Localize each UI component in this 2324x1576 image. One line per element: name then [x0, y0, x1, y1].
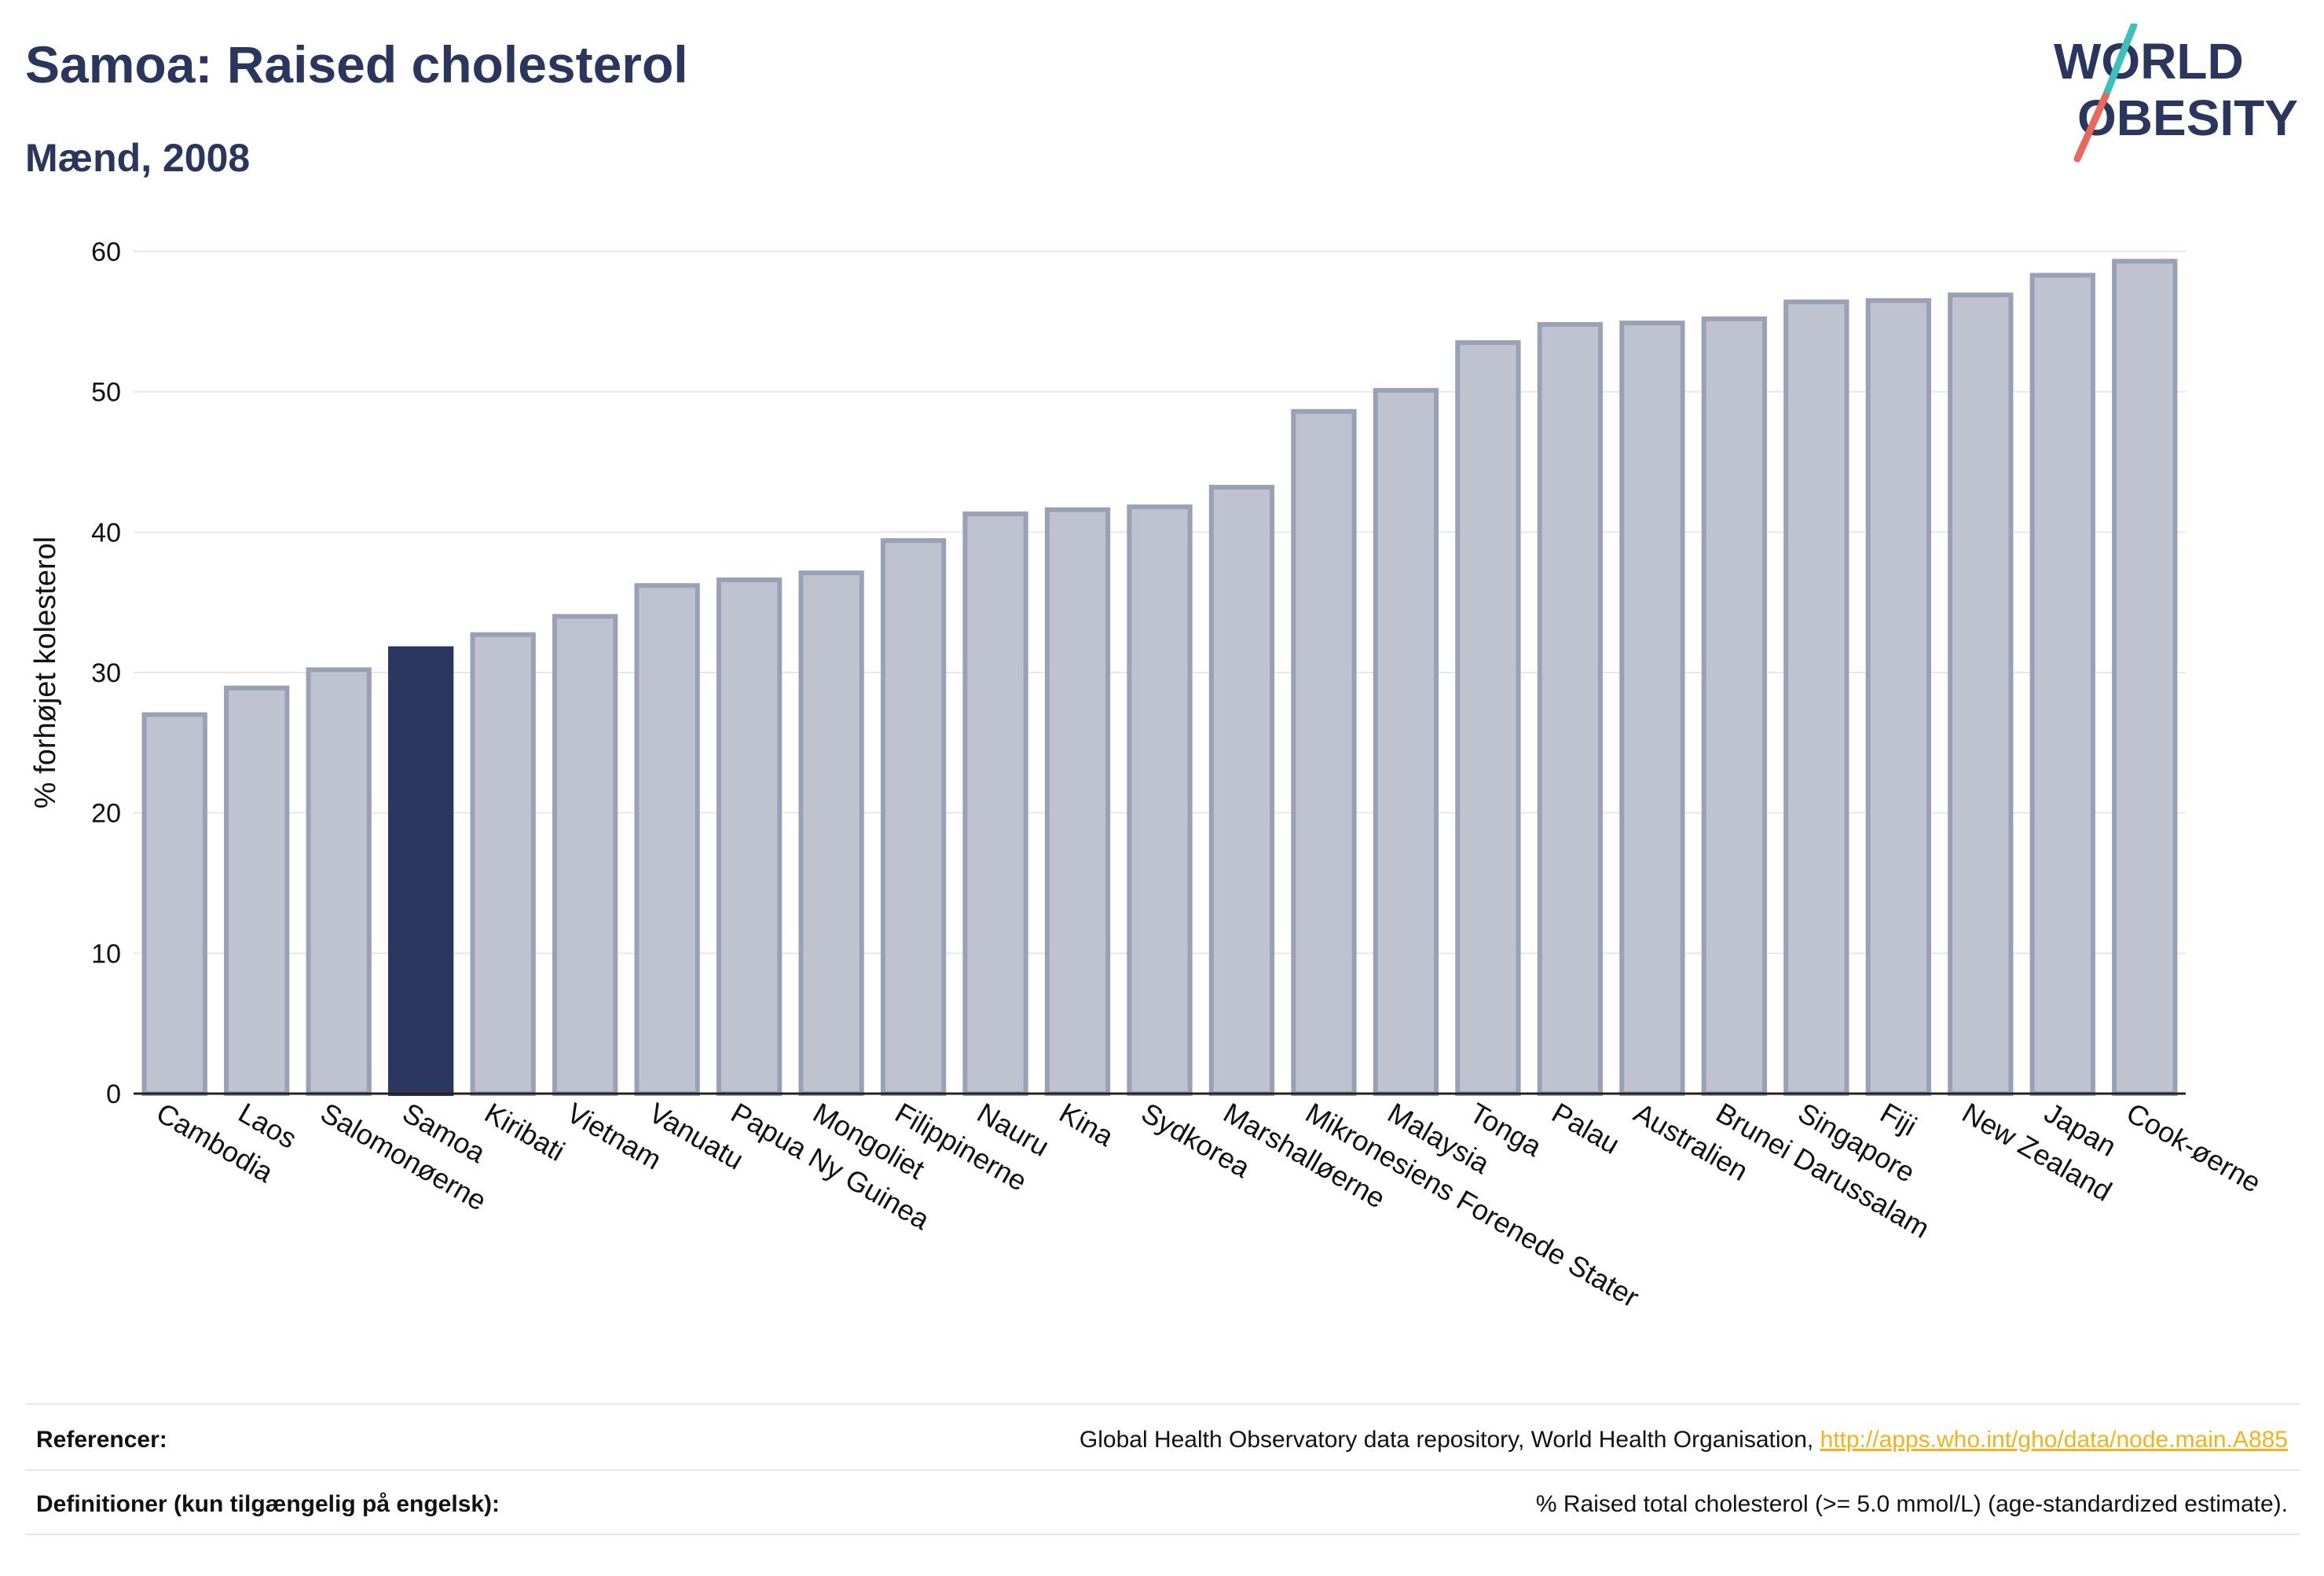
y-tick-label: 10	[91, 939, 121, 969]
bar	[716, 577, 783, 1096]
bar	[1291, 409, 1357, 1096]
world-obesity-logo: WORLD OBESITY	[2054, 24, 2298, 163]
bar	[1948, 292, 2014, 1096]
footer-divider-middle	[25, 1469, 2300, 1471]
references-link[interactable]: http://apps.who.int/gho/data/node.main.A…	[1820, 1427, 2288, 1453]
bar	[470, 632, 536, 1096]
y-tick-label: 40	[91, 518, 121, 548]
bar	[306, 667, 372, 1096]
bar	[1373, 387, 1439, 1096]
bar	[962, 511, 1028, 1096]
y-tick-label: 30	[91, 658, 121, 688]
bar	[1619, 321, 1685, 1096]
bar	[1701, 316, 1768, 1096]
x-tick-label: Kiribati	[479, 1096, 570, 1167]
bar	[1865, 298, 1931, 1096]
y-tick-label: 50	[91, 378, 121, 408]
bar	[634, 583, 700, 1096]
y-axis-title: % forhøjet kolesterol	[29, 537, 62, 808]
references-value: Global Health Observatory data repositor…	[1080, 1427, 2288, 1453]
bar	[552, 614, 618, 1096]
bar	[1127, 504, 1193, 1096]
y-tick-label: 60	[91, 237, 121, 267]
page-title: Samoa: Raised cholesterol	[25, 35, 688, 93]
footer-divider-bottom	[25, 1534, 2300, 1535]
x-tick-label: Vietnam	[562, 1096, 667, 1175]
bar	[141, 712, 207, 1096]
bar	[880, 538, 947, 1096]
bar-highlight	[388, 646, 454, 1096]
bar	[1783, 299, 1849, 1096]
references-label: Referencer:	[36, 1427, 167, 1453]
bar	[1044, 507, 1111, 1096]
x-tick-label: Cook-øerne	[2121, 1096, 2267, 1199]
definitions-value: % Raised total cholesterol (>= 5.0 mmol/…	[1535, 1491, 2288, 1517]
bar	[1208, 485, 1275, 1096]
references-text: Global Health Observatory data repositor…	[1079, 1427, 1820, 1453]
bar	[798, 570, 864, 1096]
bar	[1537, 321, 1604, 1096]
x-tick-label: Vanuatu	[643, 1096, 749, 1175]
logo-line-2: OBESITY	[2077, 90, 2298, 146]
x-tick-label: Palau	[1546, 1096, 1625, 1160]
bar	[2112, 258, 2178, 1096]
x-tick-label: Kina	[1054, 1096, 1120, 1153]
footer-divider-top	[25, 1403, 2300, 1405]
logo-slash-coral	[2073, 92, 2110, 163]
x-tick-label: Fiji	[1875, 1096, 1922, 1142]
y-tick-label: 0	[106, 1079, 121, 1109]
definitions-label: Definitioner (kun tilgængelig på engelsk…	[36, 1491, 500, 1517]
bar	[2029, 273, 2095, 1097]
logo-line-1: WORLD	[2054, 33, 2244, 90]
logo-slash-teal	[2102, 24, 2138, 100]
bar	[1455, 340, 1521, 1096]
bar	[224, 685, 290, 1096]
page-subtitle: Mænd, 2008	[25, 136, 251, 180]
y-tick-label: 20	[91, 799, 121, 829]
